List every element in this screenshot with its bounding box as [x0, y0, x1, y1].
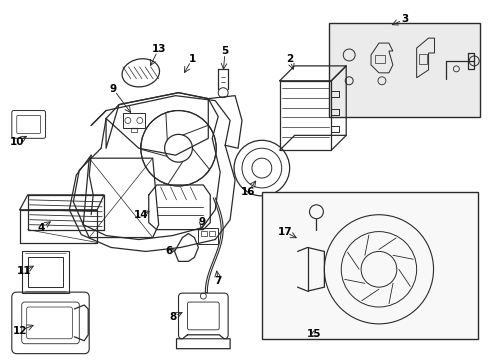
- Text: 9: 9: [198, 217, 205, 227]
- Text: 13: 13: [151, 44, 165, 54]
- Text: 8: 8: [168, 312, 176, 322]
- Bar: [262, 192, 477, 339]
- Bar: [198, 228, 218, 243]
- Text: 7: 7: [214, 276, 222, 286]
- Text: 14: 14: [133, 210, 148, 220]
- Text: 3: 3: [400, 14, 407, 24]
- Text: 10: 10: [9, 137, 24, 147]
- Text: 4: 4: [38, 222, 45, 233]
- Text: 11: 11: [17, 266, 31, 276]
- Text: 9: 9: [109, 84, 116, 94]
- Text: 12: 12: [13, 326, 27, 336]
- Text: 16: 16: [240, 187, 255, 197]
- Bar: [122, 113, 144, 129]
- Bar: [21, 251, 69, 293]
- Bar: [328, 23, 479, 117]
- Text: 1: 1: [188, 54, 196, 64]
- Bar: [209, 231, 215, 235]
- Bar: [28, 257, 63, 287]
- Text: 5: 5: [221, 46, 228, 56]
- Text: 6: 6: [164, 247, 172, 256]
- Text: 15: 15: [306, 329, 321, 339]
- Bar: [374, 55, 384, 63]
- Text: 17: 17: [277, 226, 291, 237]
- Bar: [418, 54, 426, 64]
- Text: 2: 2: [285, 54, 293, 64]
- Bar: [201, 231, 207, 235]
